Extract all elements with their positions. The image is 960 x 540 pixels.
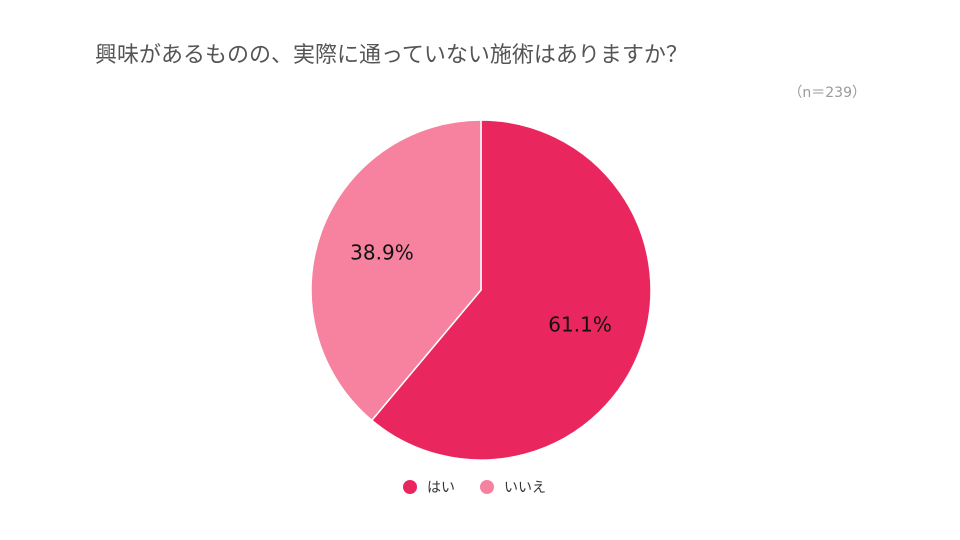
legend-marker xyxy=(480,480,494,494)
data-label: 61.1% xyxy=(548,313,612,337)
data-label: 38.9% xyxy=(350,240,414,264)
chart-title: 興味があるものの、実際に通っていない施術はありますか？ xyxy=(95,43,688,68)
pie-slice xyxy=(310,119,482,422)
legend-label: いいえ xyxy=(504,480,546,496)
legend-marker xyxy=(403,480,417,494)
pie-slice xyxy=(370,119,652,461)
chart-subtitle: （n＝239） xyxy=(788,85,866,101)
legend-label: はい xyxy=(427,480,455,496)
